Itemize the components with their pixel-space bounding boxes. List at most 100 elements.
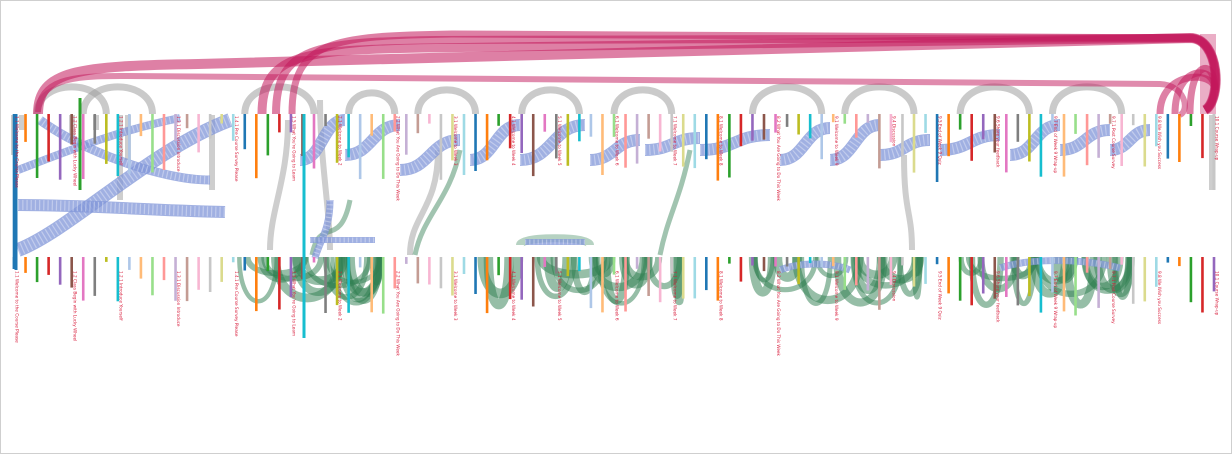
top-node-label: 6.1 Welcome to Week 6: [615, 116, 620, 166]
bottom-node-bar: [520, 257, 523, 300]
bottom-node-bar: [820, 257, 823, 268]
top-node-bar: [647, 114, 650, 139]
top-node-bar: [739, 114, 743, 147]
bottom-node-bar: [301, 257, 304, 280]
top-node-label: 9.6 Share your feedback: [995, 116, 1000, 168]
bottom-node-bar: [831, 257, 835, 267]
top-node-bar: [174, 114, 177, 141]
top-node-bar: [35, 114, 39, 178]
top-node-bar: [958, 114, 962, 130]
gray-flow-arc: [1048, 83, 1126, 115]
top-node-bar: [47, 114, 50, 162]
bottom-node-bar: [370, 257, 373, 313]
bottom-node-label: 6.1 Welcome to Week 6: [615, 271, 620, 321]
top-node-bar: [485, 114, 489, 161]
top-node-label: 2.2 What You Are Going to Do This Week: [395, 116, 400, 201]
gray-flow-arc: [79, 83, 156, 115]
bottom-node-bar: [578, 257, 581, 272]
gray-flow-arc: [414, 86, 480, 115]
bottom-node-bar: [278, 257, 281, 310]
top-node-bar: [728, 114, 731, 178]
bottom-node-bar: [81, 257, 85, 301]
green-flow-loop: [911, 256, 924, 277]
bottom-node-bar: [624, 257, 627, 312]
top-node-bar: [266, 114, 270, 156]
blue-flow-ribbon: [344, 119, 401, 161]
top-node-label: 1.2.1 Introduce Yourself: [118, 116, 123, 166]
top-node-bar: [439, 114, 443, 180]
blue-flow-ribbon: [879, 134, 931, 161]
bottom-node-bar: [1212, 257, 1216, 292]
top-node-bar: [1016, 114, 1020, 142]
bottom-node-bar: [485, 257, 489, 314]
bottom-node-bar: [12, 257, 16, 269]
top-node-bar: [578, 114, 581, 142]
top-node-label: 1.2 Class Begin with Lucky Wheel: [72, 116, 77, 186]
bottom-node-bar: [935, 257, 939, 265]
top-node-label: 1.1 Welcome to the Course Please: [15, 116, 20, 188]
bottom-node-bar: [358, 257, 362, 268]
top-node-bar: [128, 114, 131, 174]
top-node-bar: [231, 114, 235, 141]
top-node-bar: [197, 114, 200, 153]
bottom-node-bar: [93, 257, 97, 296]
top-node-bar: [185, 114, 189, 129]
green-flow-loop: [536, 255, 615, 279]
top-node-bar: [1143, 114, 1147, 167]
bottom-node-bar: [901, 257, 904, 266]
top-node-bar: [358, 114, 362, 180]
bottom-node-bar: [266, 257, 270, 271]
top-node-bar: [151, 114, 154, 173]
bottom-node-bar: [47, 257, 50, 275]
gray-flow-arc: [345, 89, 399, 115]
top-node-bar: [93, 114, 97, 144]
top-node-bar: [1120, 114, 1123, 166]
blue-flow-hatch: [1109, 124, 1151, 156]
blue-flow-hatch: [15, 114, 233, 256]
top-node-bar: [220, 114, 223, 124]
top-node-bar: [1201, 114, 1204, 159]
bottom-node-bar: [889, 257, 893, 285]
bottom-node-bar: [1155, 257, 1158, 287]
bottom-node-bar: [381, 257, 385, 314]
accent-node-bar: [14, 114, 18, 270]
top-node-label: 8.2 What You Are Going to Do This Week: [776, 116, 781, 201]
bottom-node-label: 8.1 Welcome to Week 8: [718, 271, 723, 321]
top-node-bar: [335, 114, 339, 163]
bottom-node-label: 9.7.1 Post Course Survey: [1111, 271, 1116, 324]
bottom-node-bar: [566, 257, 570, 277]
gray-flow-layer: [11, 83, 1215, 256]
blue-flow-ribbon: [589, 134, 641, 166]
bottom-node-bar: [289, 257, 293, 298]
top-node-bar: [1005, 114, 1008, 173]
top-node-bar: [970, 114, 973, 161]
bottom-node-bar: [1178, 257, 1181, 267]
blue-flow-ribbon: [519, 119, 586, 166]
bottom-node-bar: [116, 257, 120, 302]
bottom-node-bar: [1097, 257, 1100, 308]
bottom-node-bar: [428, 257, 431, 285]
bottom-node-bar: [128, 257, 131, 270]
top-node-bar: [751, 114, 754, 141]
bottom-node-label: 8.2 What You Are Going to Do This Week: [776, 271, 781, 356]
pink-flow-bundle: [1200, 34, 1216, 114]
top-node-bar: [601, 114, 604, 175]
bottom-node-bar: [1120, 257, 1123, 265]
top-node-bar: [208, 114, 212, 139]
top-node-bar: [912, 114, 916, 173]
bottom-node-label: 1.2 Class Begin with Lucky Wheel: [72, 271, 77, 341]
top-node-bar: [24, 114, 27, 142]
blue-flow-hatch: [879, 134, 931, 161]
top-node-label: 1.5 What You're Going to Learn: [292, 116, 297, 181]
bottom-node-bar: [1085, 257, 1089, 273]
bottom-node-bar: [647, 257, 650, 296]
top-node-bar: [1097, 114, 1100, 158]
top-node-bar: [797, 114, 800, 135]
top-node-bar: [428, 114, 431, 124]
top-node-label: 9.5 End of Week 9 Quiz: [938, 116, 943, 166]
bottom-node-bar: [785, 257, 789, 267]
top-node-label: 4.1 Welcome to Week 4: [511, 116, 516, 166]
bottom-node-bar: [658, 257, 662, 303]
top-node-bar: [808, 114, 812, 139]
